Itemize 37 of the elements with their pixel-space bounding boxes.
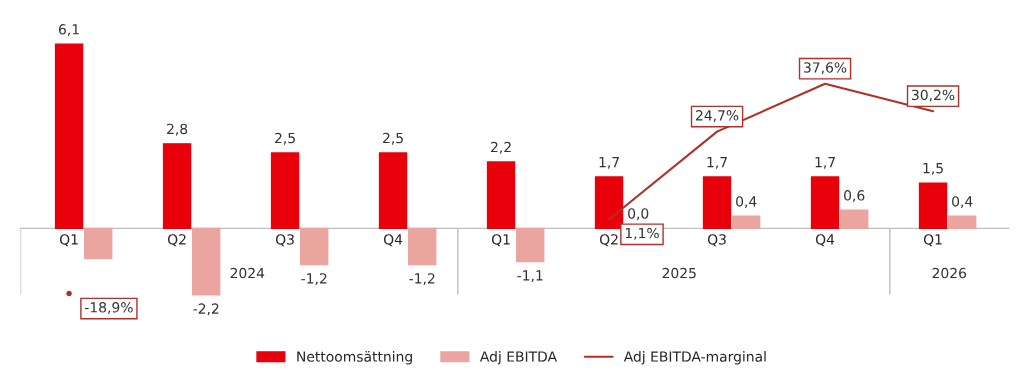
x-tick-label: Q1 bbox=[923, 234, 942, 247]
x-tick-label: Q4 bbox=[383, 234, 403, 247]
data-label: 30,2% bbox=[912, 89, 955, 102]
data-label: 6,1 bbox=[59, 24, 79, 36]
data-label: 1,7 bbox=[599, 157, 619, 169]
x-tick-label: Q1 bbox=[59, 234, 78, 247]
annotation: 2026 bbox=[932, 267, 967, 279]
data-label: 24,7% bbox=[696, 110, 739, 123]
x-tick-label: Q4 bbox=[815, 234, 835, 247]
data-label: -1,2 bbox=[301, 273, 327, 286]
data-label: 37,6% bbox=[804, 62, 847, 75]
data-label: -18,9% bbox=[85, 302, 133, 314]
data-label: -1,2 bbox=[409, 273, 435, 286]
data-label: 1,5 bbox=[923, 163, 943, 175]
legend-label: Adj EBITDA bbox=[479, 351, 557, 365]
data-label: -1,1 bbox=[517, 270, 543, 283]
data-label: 0,4 bbox=[736, 196, 757, 209]
x-tick-label: Q2 bbox=[599, 234, 618, 247]
data-label: 0,6 bbox=[844, 190, 865, 203]
data-label: 0,0 bbox=[628, 208, 649, 221]
x-tick-label: Q1 bbox=[491, 234, 510, 247]
x-tick-label: Q2 bbox=[167, 234, 186, 247]
data-label: 2,5 bbox=[275, 132, 295, 145]
data-label: 0,4 bbox=[952, 196, 973, 209]
data-label: -2,2 bbox=[193, 303, 219, 316]
data-label: 2,5 bbox=[383, 132, 403, 145]
data-label: 1,7 bbox=[707, 157, 727, 169]
legend-label: Nettoomsättning bbox=[297, 351, 412, 365]
annotation: 2025 bbox=[662, 267, 696, 279]
x-tick-label: Q3 bbox=[707, 234, 726, 247]
x-tick-label: Q3 bbox=[275, 234, 294, 247]
data-label: 2,8 bbox=[167, 123, 188, 136]
annotation: 2024 bbox=[230, 267, 265, 279]
data-label: 1,1% bbox=[625, 227, 659, 240]
legend-label: Adj EBITDA-marginal bbox=[623, 351, 766, 365]
data-label: 2,2 bbox=[491, 141, 511, 154]
data-label: 1,7 bbox=[815, 157, 835, 169]
